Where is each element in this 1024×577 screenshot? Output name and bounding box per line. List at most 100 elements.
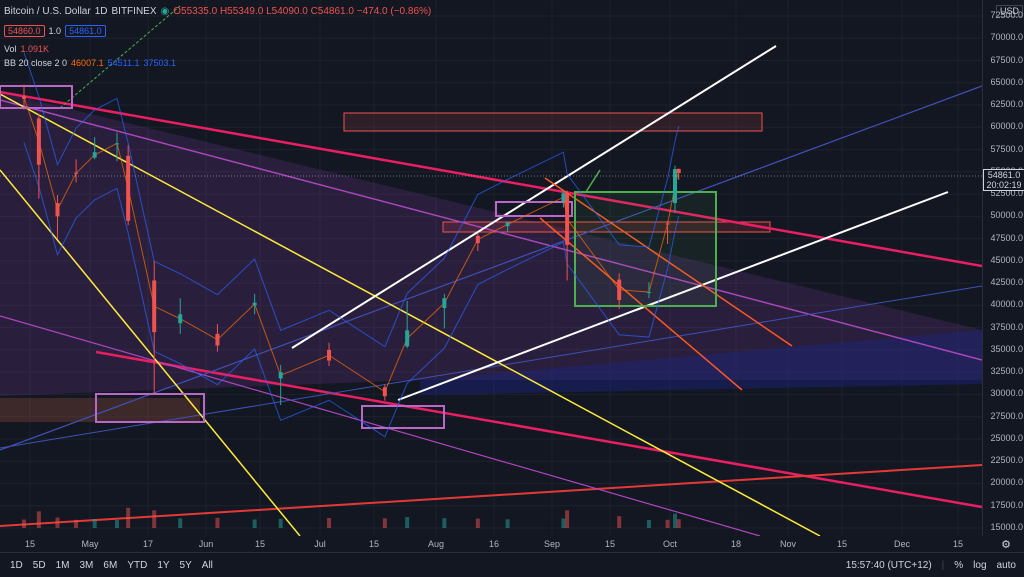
volume-bar: [152, 510, 157, 528]
candle-body: [178, 314, 183, 324]
volume-bar: [676, 519, 681, 528]
candle-body: [278, 372, 283, 379]
chart-area[interactable]: Bitcoin / U.S. Dollar 1D BITFINEX ◉ O553…: [0, 0, 983, 549]
timeframe-button[interactable]: YTD: [127, 559, 148, 571]
volume-bar: [278, 518, 283, 528]
lower-zone: [420, 330, 982, 395]
candle-body: [74, 172, 79, 174]
bb-upper-line: [23, 52, 680, 348]
time-tick-label: Jul: [314, 539, 326, 549]
eye-icon[interactable]: ◉: [160, 5, 170, 17]
purple-line-1: [0, 99, 983, 361]
candle-body: [665, 223, 670, 225]
timeframe-button[interactable]: 1D: [10, 559, 23, 571]
candle-body: [22, 96, 26, 99]
percent-toggle[interactable]: %: [954, 559, 964, 571]
candle-body: [646, 292, 651, 294]
purple-box-3: [361, 405, 445, 429]
brown-zone: [0, 398, 200, 422]
time-tick-label: 15: [254, 539, 266, 549]
price-tick-label: 37500.0: [990, 321, 1023, 332]
candle-body: [565, 193, 570, 245]
symbol-name[interactable]: Bitcoin / U.S. Dollar: [4, 5, 91, 17]
volume-bar: [126, 507, 131, 528]
price-tick-label: 47500.0: [990, 232, 1023, 243]
last-price-label: 54861.0 20:02:19: [983, 169, 1024, 191]
volume-bar: [561, 518, 566, 528]
volume-bar: [617, 516, 622, 528]
green-arrow: [585, 169, 601, 193]
timeframe-button[interactable]: 6M: [103, 559, 118, 571]
price-tick-label: 32500.0: [990, 366, 1023, 377]
timeframe-button[interactable]: 1Y: [157, 559, 170, 571]
time-tick-label: 18: [730, 539, 742, 549]
candle-body: [442, 298, 447, 309]
volume-bar: [92, 519, 97, 528]
volume-bar: [74, 519, 79, 528]
purple-box-2: [95, 393, 205, 423]
bb-mid: 46007.1: [71, 58, 104, 68]
volume-bar: [505, 519, 510, 528]
candle-body: [215, 333, 220, 346]
bb-lower: 37503.1: [143, 58, 177, 68]
yellow-line-2: [0, 169, 301, 537]
candle-body: [55, 202, 60, 217]
volume-bar: [215, 517, 220, 528]
time-tick-label: 15: [24, 539, 36, 549]
time-tick-label: 16: [488, 539, 500, 549]
buy-button[interactable]: 54861.0: [65, 25, 106, 37]
volume-bar: [327, 518, 332, 528]
last-price-value: 54861.0: [987, 170, 1021, 180]
interval[interactable]: 1D: [94, 5, 108, 17]
timeframe-button[interactable]: 3M: [79, 559, 94, 571]
bb-label[interactable]: BB 20 close 2 0: [4, 58, 68, 68]
timeframe-button[interactable]: 1M: [55, 559, 70, 571]
timeframe-button[interactable]: 5D: [32, 559, 46, 571]
white-line-1: [291, 45, 777, 349]
bar-countdown: 20:02:19: [986, 180, 1022, 190]
settings-gear-icon[interactable]: ⚙: [1001, 539, 1011, 551]
time-tick-label: Dec: [893, 539, 911, 549]
candle-body: [36, 118, 41, 165]
volume-label[interactable]: Vol: [4, 44, 17, 54]
time-tick-label: Sep: [543, 539, 561, 549]
timeframe-button[interactable]: 5Y: [179, 559, 192, 571]
sell-button[interactable]: 54860.0: [4, 25, 45, 37]
legend: Bitcoin / U.S. Dollar 1D BITFINEX ◉ O553…: [4, 4, 431, 70]
spread-value: 1.0: [48, 26, 62, 36]
log-toggle[interactable]: log: [973, 559, 987, 571]
white-line-2: [397, 191, 949, 401]
price-tick-label: 20000.0: [990, 477, 1023, 488]
candle-body: [252, 302, 257, 306]
clock[interactable]: 15:57:40 (UTC+12): [845, 559, 932, 571]
volume-bar: [665, 519, 670, 528]
ohlc-values: O55335.0 H55349.0 L54090.0 C54861.0 −474…: [173, 5, 432, 17]
timeframe-button[interactable]: All: [201, 559, 213, 571]
auto-toggle[interactable]: auto: [996, 559, 1016, 571]
currency-selector[interactable]: USD: [995, 5, 1023, 17]
chart-canvas[interactable]: [0, 0, 983, 537]
candle-body: [475, 235, 480, 244]
bb-upper: 54511.1: [107, 58, 140, 68]
price-tick-label: 62500.0: [990, 99, 1023, 110]
price-tick-label: 72500.0: [990, 10, 1023, 20]
candle-body: [115, 143, 119, 145]
price-axis[interactable]: USD 72500.0 70000.0 67500.0 65000.0 62500.0 6…: [982, 0, 1024, 551]
volume-bar: [382, 518, 387, 528]
red-rising-line: [0, 464, 983, 527]
volume-bar: [673, 513, 677, 528]
pink-line-1: [0, 90, 983, 268]
price-tick-label: 42500.0: [990, 277, 1023, 288]
price-tick-label: 60000.0: [990, 121, 1023, 132]
price-tick-label: 17500.0: [990, 499, 1023, 510]
chart-grid: [0, 0, 982, 536]
bottom-toolbar: 1D 5D 1M 3M 6M YTD 1Y 5Y All 15:57:40 (UTC+12) |…: [0, 552, 1024, 577]
candle-body: [152, 280, 157, 333]
resistance-zone: [343, 112, 763, 132]
exchange: BITFINEX: [111, 5, 157, 17]
candle-body: [676, 168, 681, 174]
price-tick-label: 27500.0: [990, 410, 1023, 421]
price-tick-label: 45000.0: [990, 254, 1023, 265]
candle-body: [126, 155, 131, 221]
volume-bar: [405, 517, 410, 528]
